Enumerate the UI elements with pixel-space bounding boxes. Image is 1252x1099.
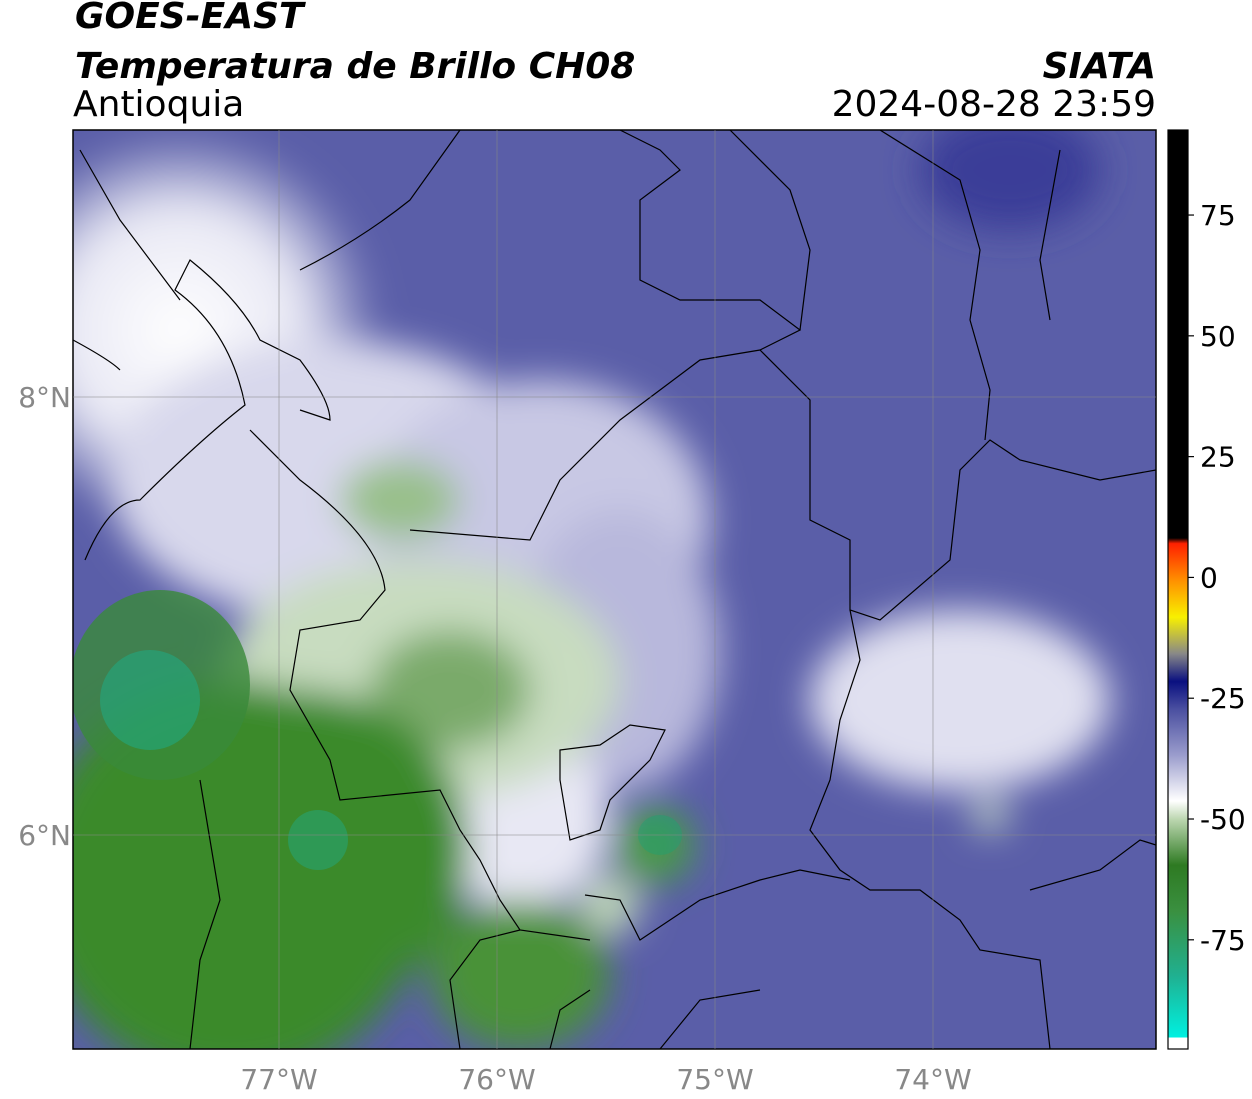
lon-label: 75°W bbox=[676, 1063, 753, 1096]
colorbar bbox=[1167, 129, 1189, 1050]
colorbar-label: -25 bbox=[1200, 682, 1246, 715]
lon-label: 74°W bbox=[894, 1063, 971, 1096]
satellite-image bbox=[73, 130, 1156, 1049]
colorbar-label: 25 bbox=[1200, 441, 1236, 474]
lon-label: 77°W bbox=[240, 1063, 317, 1096]
colorbar-label: -50 bbox=[1200, 803, 1246, 836]
colorbar-label: -75 bbox=[1200, 924, 1246, 957]
map-frame bbox=[72, 129, 1157, 1050]
title: Temperatura de Brillo CH08 bbox=[75, 46, 635, 87]
region: Antioquia bbox=[73, 84, 244, 125]
lat-label: 8°N bbox=[18, 381, 71, 414]
colorbar-label: 75 bbox=[1200, 199, 1236, 232]
lon-label: 76°W bbox=[458, 1063, 535, 1096]
datetime: 2024-08-28 23:59 bbox=[832, 84, 1156, 125]
colorbar-label: 50 bbox=[1200, 320, 1236, 353]
lat-label: 6°N bbox=[18, 819, 71, 852]
agency: SIATA bbox=[1043, 46, 1156, 87]
source: GOES-EAST bbox=[75, 0, 306, 37]
colorbar-label: 0 bbox=[1200, 561, 1218, 594]
